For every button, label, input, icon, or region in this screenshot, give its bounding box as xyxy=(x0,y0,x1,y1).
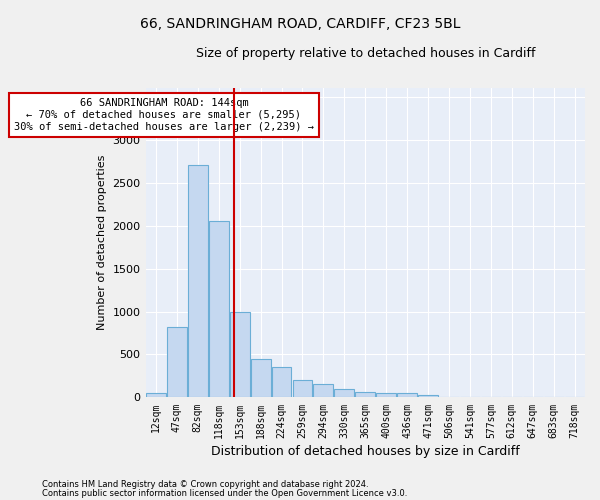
Bar xyxy=(230,312,250,398)
Bar xyxy=(146,393,166,398)
Title: Size of property relative to detached houses in Cardiff: Size of property relative to detached ho… xyxy=(196,48,535,60)
Bar xyxy=(313,384,334,398)
Text: 66, SANDRINGHAM ROAD, CARDIFF, CF23 5BL: 66, SANDRINGHAM ROAD, CARDIFF, CF23 5BL xyxy=(140,18,460,32)
Y-axis label: Number of detached properties: Number of detached properties xyxy=(97,155,107,330)
Bar xyxy=(272,368,292,398)
Bar xyxy=(209,222,229,398)
Text: 66 SANDRINGHAM ROAD: 144sqm
← 70% of detached houses are smaller (5,295)
30% of : 66 SANDRINGHAM ROAD: 144sqm ← 70% of det… xyxy=(14,98,314,132)
Bar xyxy=(167,327,187,398)
Bar xyxy=(397,393,417,398)
Text: Contains public sector information licensed under the Open Government Licence v3: Contains public sector information licen… xyxy=(42,489,407,498)
X-axis label: Distribution of detached houses by size in Cardiff: Distribution of detached houses by size … xyxy=(211,444,520,458)
Bar xyxy=(251,359,271,398)
Text: Contains HM Land Registry data © Crown copyright and database right 2024.: Contains HM Land Registry data © Crown c… xyxy=(42,480,368,489)
Bar xyxy=(188,166,208,398)
Bar xyxy=(355,392,375,398)
Bar xyxy=(293,380,313,398)
Bar xyxy=(334,389,354,398)
Bar xyxy=(418,395,438,398)
Bar xyxy=(376,392,396,398)
Bar xyxy=(439,396,459,398)
